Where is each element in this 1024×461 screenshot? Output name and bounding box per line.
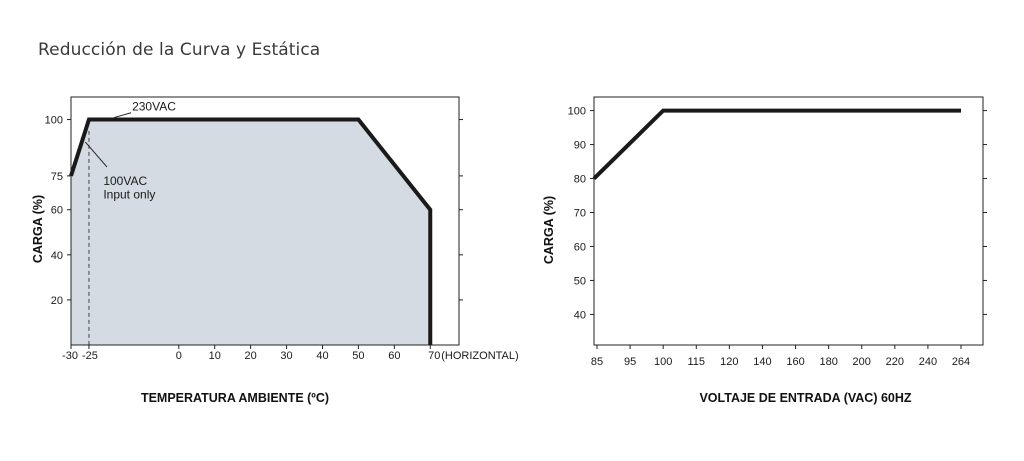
y-tick-label: 50 (574, 275, 586, 287)
x-tick-label: 240 (919, 356, 937, 368)
x-tick-label: 40 (316, 350, 328, 362)
load-area-fill (71, 119, 431, 345)
y-tick-label: 75 (51, 171, 63, 183)
y-tick-label: 90 (574, 140, 586, 152)
page-title: Reducción de la Curva y Estática (38, 40, 321, 60)
x-tick-label: 0 (176, 350, 182, 362)
y-axis-title: CARGA (%) (31, 195, 45, 263)
y-tick-label: 60 (574, 241, 586, 253)
x-axis-title: TEMPERATURA AMBIENTE (ºC) (141, 391, 329, 405)
plot-frame (593, 96, 984, 346)
x-tick-label: 220 (886, 356, 904, 368)
x-tick-label: 160 (786, 356, 804, 368)
annotation-leader-230vac (113, 112, 132, 119)
x-tick-label: 70 (428, 350, 440, 362)
x-tick-label: 20 (245, 350, 257, 362)
load-curve-line (592, 108, 961, 180)
voltage-derating-chart: 40 50 60 70 80 90 100 85 95 100 115 120 140 160 180 20… (542, 96, 987, 405)
y-tick-label: 40 (574, 309, 586, 321)
temperature-derating-chart: 20 40 60 75 100 -30 -25 0 10 20 30 40 50 60 70 230VAC… (31, 96, 519, 405)
y-tick-label: 40 (51, 250, 63, 262)
annotation-label: Input only (103, 187, 155, 201)
y-tick-label: 100 (568, 106, 586, 118)
x-tick-label: 30 (280, 350, 292, 362)
x-tick-label: -25 (82, 350, 98, 362)
y-tick-label: 20 (51, 295, 63, 307)
y-axis-title: CARGA (%) (542, 196, 556, 264)
y-tick-group: 40 50 60 70 80 90 100 (568, 106, 987, 321)
x-unit-label: (HORIZONTAL) (441, 350, 518, 362)
x-tick-label: 60 (388, 350, 400, 362)
x-axis-title: VOLTAJE DE ENTRADA (VAC) 60HZ (699, 391, 911, 405)
annotation-label: 230VAC (132, 100, 176, 114)
y-tick-label: 60 (51, 205, 63, 217)
plot-frame (70, 96, 460, 346)
x-tick-label: 180 (819, 356, 837, 368)
x-tick-label: 115 (687, 356, 705, 368)
x-tick-label: 200 (853, 356, 871, 368)
x-tick-label: 140 (753, 356, 771, 368)
annotation-leader-100vac (84, 141, 108, 168)
y-tick-group: 20 40 60 75 100 (45, 115, 463, 307)
x-tick-label: 85 (591, 356, 603, 368)
y-tick-label: 70 (574, 208, 586, 220)
x-tick-label: 50 (352, 350, 364, 362)
x-tick-label: 120 (720, 356, 738, 368)
x-tick-label: 95 (624, 356, 636, 368)
x-tick-label: -30 (62, 350, 78, 362)
x-tick-group: 85 95 100 115 120 140 160 180 200 220 240 264 (591, 345, 970, 368)
x-tick-group: -30 -25 0 10 20 30 40 50 60 70 (62, 345, 440, 362)
y-tick-label: 100 (45, 115, 63, 127)
load-curve-line (69, 117, 433, 345)
annotation-label: 100VAC (103, 174, 147, 188)
y-tick-label: 80 (574, 174, 586, 186)
x-tick-label: 10 (209, 350, 221, 362)
x-tick-label: 264 (952, 356, 970, 368)
x-tick-label: 100 (654, 356, 672, 368)
